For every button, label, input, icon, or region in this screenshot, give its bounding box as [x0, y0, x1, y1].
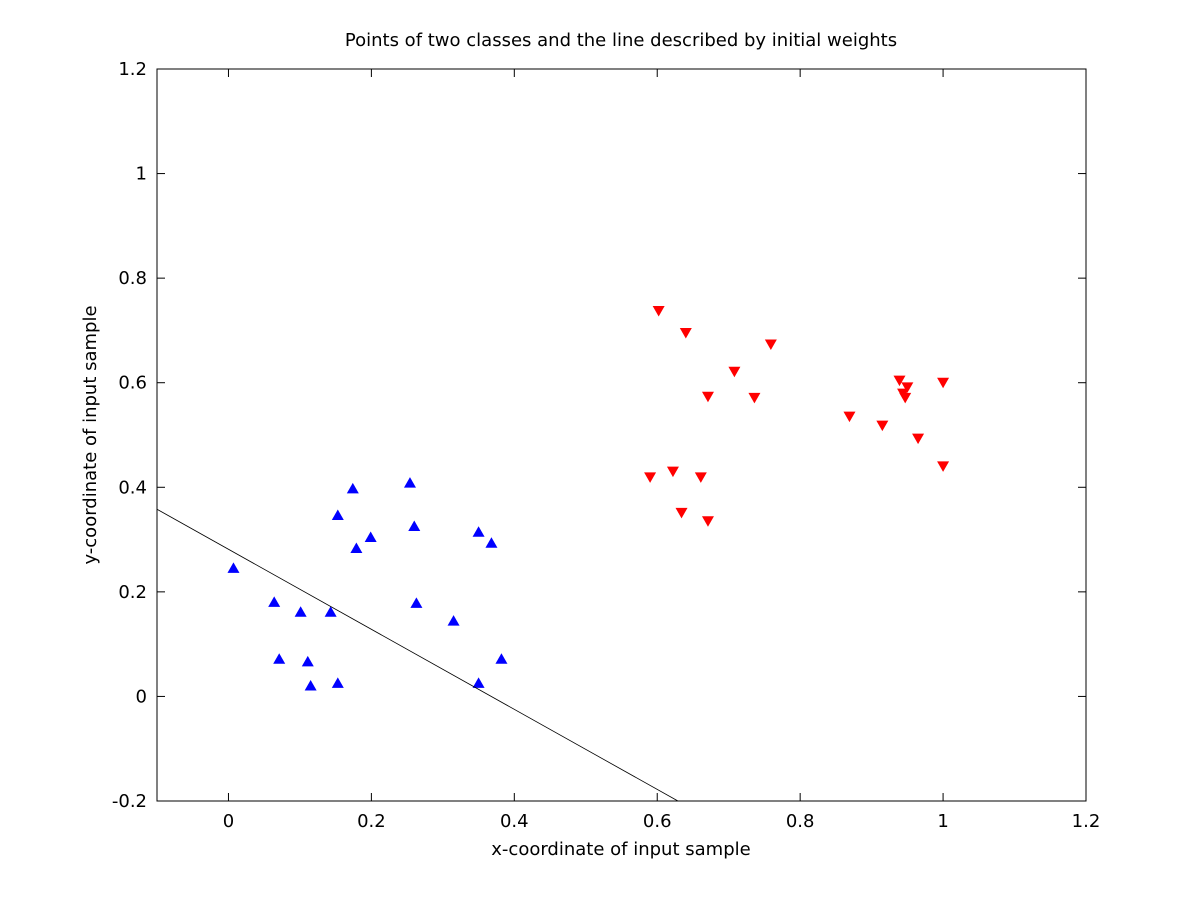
red-point: [701, 391, 714, 403]
y-tick-label: 0.2: [118, 582, 147, 603]
blue-point: [472, 526, 485, 537]
x-tick-label: 0.6: [643, 811, 672, 832]
x-tick-label: 0.4: [500, 811, 529, 832]
chart-title: Points of two classes and the line descr…: [345, 30, 897, 51]
x-tick-label: 1: [937, 811, 948, 832]
blue-point: [350, 542, 363, 553]
y-tick-label: -0.2: [112, 791, 147, 812]
red-point: [694, 472, 707, 483]
red-point: [901, 382, 914, 393]
x-tick-label: 1.2: [1072, 811, 1101, 832]
blue-point: [346, 482, 359, 494]
blue-point: [331, 509, 344, 521]
decision-line: [156, 508, 679, 802]
y-tick-label: 0.6: [118, 373, 147, 394]
plot-frame: [156, 68, 1087, 802]
blue-point: [268, 596, 281, 607]
blue-point: [495, 653, 508, 664]
series-1: [644, 306, 950, 527]
axes: 0 0.2 0.4 0.6 0.8 1 1.2 -0.2 0 0.2 0.4 0.6 0.8 1 1.2: [112, 59, 1100, 832]
red-point: [764, 339, 777, 351]
x-tick-label: 0.8: [786, 811, 815, 832]
y-tick-label: 1.2: [118, 59, 147, 80]
blue-point: [324, 606, 337, 617]
y-tick-label: 0.8: [118, 268, 147, 289]
red-point: [652, 306, 665, 317]
red-point: [899, 392, 912, 404]
red-point: [748, 392, 761, 404]
blue-point: [331, 677, 344, 688]
blue-point: [410, 597, 423, 608]
red-point: [937, 377, 950, 389]
red-point: [666, 466, 679, 478]
red-point: [912, 433, 925, 445]
plot-area: [156, 306, 950, 802]
blue-point: [227, 562, 240, 573]
blue-point: [447, 615, 460, 626]
blue-point: [304, 679, 317, 691]
red-point: [679, 328, 692, 339]
red-point: [876, 420, 889, 432]
y-tick-label: 0.4: [118, 477, 147, 498]
red-point: [893, 375, 906, 387]
red-point: [675, 507, 688, 519]
x-axis-label: x-coordinate of input sample: [491, 839, 750, 860]
blue-point: [273, 653, 286, 664]
blue-point: [364, 531, 377, 542]
red-point: [937, 461, 950, 472]
red-point: [701, 516, 714, 527]
y-tick-label: 1: [136, 164, 147, 185]
blue-point: [301, 655, 314, 667]
blue-point: [485, 537, 498, 548]
red-point: [644, 472, 657, 483]
blue-point: [408, 520, 421, 531]
blue-point: [294, 606, 307, 617]
red-point: [843, 411, 856, 423]
x-tick-label: 0.2: [357, 811, 386, 832]
blue-point: [403, 477, 416, 488]
x-tick-label: 0: [223, 811, 234, 832]
red-point: [728, 366, 741, 378]
y-tick-label: 0: [136, 686, 147, 707]
series-0: [227, 477, 508, 691]
y-axis-label: y-coordinate of input sample: [80, 305, 101, 564]
blue-point: [472, 677, 485, 688]
